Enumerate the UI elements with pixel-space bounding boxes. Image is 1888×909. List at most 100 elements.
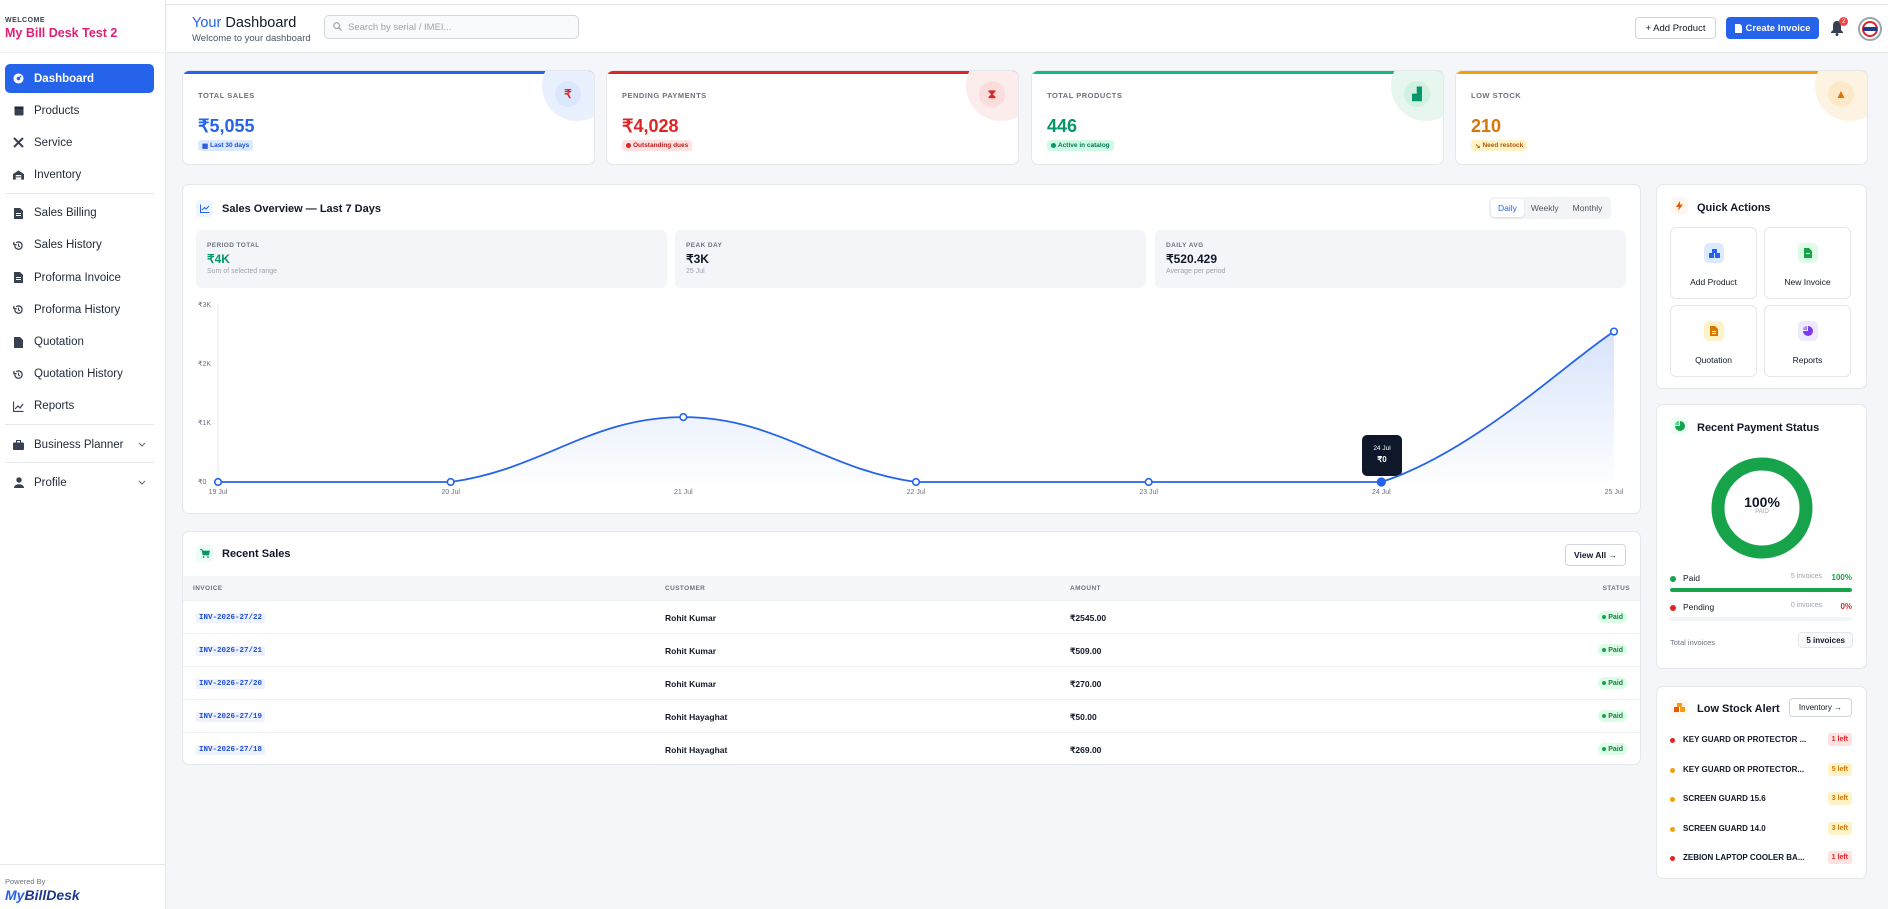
kpi-value: ₹3K bbox=[686, 252, 709, 266]
create-invoice-button[interactable]: Create Invoice bbox=[1726, 17, 1819, 39]
top-strip bbox=[0, 0, 1888, 5]
customer-name: Rohit Kumar bbox=[665, 646, 716, 656]
amount: ₹2545.00 bbox=[1070, 613, 1107, 623]
column-header: STATUS bbox=[1602, 585, 1630, 592]
invoice-number[interactable]: INV-2026-27/22 bbox=[196, 613, 266, 623]
chevron-down-icon bbox=[138, 439, 146, 451]
quick-action-quotation[interactable]: Quotation bbox=[1670, 305, 1757, 377]
powered-by-label: Powered By bbox=[5, 877, 46, 886]
stat-value: 210 bbox=[1471, 116, 1502, 136]
warehouse-icon bbox=[13, 170, 24, 181]
sidebar-item-sales-history[interactable]: Sales History bbox=[5, 231, 154, 260]
sidebar-item-service[interactable]: Service bbox=[5, 128, 154, 157]
sidebar-item-label: Products bbox=[34, 104, 80, 117]
period-toggle: Daily Weekly Monthly bbox=[1489, 197, 1612, 219]
quick-actions-panel: Quick Actions Add Product New Invoice Qu… bbox=[1656, 184, 1867, 389]
stat-value: ₹5,055 bbox=[198, 116, 255, 136]
low-stock-item[interactable]: KEY GUARD OR PROTECTOR... 5 left bbox=[1670, 762, 1852, 777]
sidebar-item-sales-billing[interactable]: Sales Billing bbox=[5, 199, 154, 228]
sidebar-item-label: Proforma History bbox=[34, 303, 121, 316]
search-input[interactable] bbox=[348, 21, 568, 33]
invoice-number[interactable]: INV-2026-27/21 bbox=[196, 646, 266, 656]
kpi-value: ₹4K bbox=[207, 252, 230, 266]
view-all-button[interactable]: View All → bbox=[1565, 544, 1626, 566]
nav-divider bbox=[5, 192, 154, 194]
total-invoices-value: 5 invoices bbox=[1798, 632, 1853, 648]
sidebar-item-proforma-history[interactable]: Proforma History bbox=[5, 295, 154, 324]
avatar[interactable] bbox=[1858, 17, 1882, 41]
invoice-number[interactable]: INV-2026-27/18 bbox=[196, 745, 266, 755]
status-dot bbox=[1602, 648, 1607, 652]
customer-name: Rohit Hayaghat bbox=[665, 712, 728, 722]
rupee-icon: ₹ bbox=[555, 81, 581, 107]
status-badge: Paid bbox=[1598, 611, 1627, 623]
sidebar-item-profile[interactable]: Profile bbox=[5, 468, 154, 497]
sidebar-item-quotation-history[interactable]: Quotation History bbox=[5, 360, 154, 389]
x-tick-label: 23 Jul bbox=[1139, 489, 1158, 496]
sidebar: WELCOME My Bill Desk Test 2 Dashboard Pr… bbox=[0, 0, 166, 909]
table-row[interactable]: INV-2026-27/19 Rohit Hayaghat ₹50.00 Paid bbox=[183, 699, 1640, 732]
low-stock-item[interactable]: KEY GUARD OR PROTECTOR ... 1 left bbox=[1670, 733, 1852, 747]
quick-action-new-invoice[interactable]: New Invoice bbox=[1764, 227, 1851, 299]
paid-progress bbox=[1670, 588, 1852, 592]
kpi-peak-day: PEAK DAY ₹3K 25 Jul bbox=[675, 230, 1146, 288]
file-icon bbox=[1798, 243, 1818, 263]
inventory-button[interactable]: Inventory → bbox=[1789, 698, 1852, 717]
sidebar-item-label: Profile bbox=[34, 476, 67, 489]
quick-action-label: New Invoice bbox=[1784, 277, 1831, 287]
page-title: Your Dashboard bbox=[192, 15, 297, 31]
divider bbox=[0, 864, 166, 865]
tab-weekly[interactable]: Weekly bbox=[1530, 203, 1559, 213]
kpi-note: 25 Jul bbox=[686, 268, 705, 275]
amount: ₹269.00 bbox=[1070, 745, 1102, 755]
stock-dot bbox=[1670, 738, 1675, 743]
sidebar-item-business-planner[interactable]: Business Planner bbox=[5, 430, 154, 459]
table-row[interactable]: INV-2026-27/20 Rohit Kumar ₹270.00 Paid bbox=[183, 666, 1640, 699]
bolt-icon bbox=[1671, 197, 1688, 214]
quick-action-add-product[interactable]: Add Product bbox=[1670, 227, 1757, 299]
table-row[interactable]: INV-2026-27/18 Rohit Hayaghat ₹269.00 Paid bbox=[183, 732, 1640, 764]
tab-daily[interactable]: Daily bbox=[1491, 199, 1524, 217]
tab-monthly[interactable]: Monthly bbox=[1572, 203, 1603, 213]
panel-title: Low Stock Alert bbox=[1697, 703, 1780, 715]
sidebar-item-quotation[interactable]: Quotation bbox=[5, 328, 154, 357]
amount: ₹50.00 bbox=[1070, 712, 1097, 722]
sidebar-item-reports[interactable]: Reports bbox=[5, 392, 154, 421]
amount: ₹509.00 bbox=[1070, 646, 1102, 656]
kpi-label: PERIOD TOTAL bbox=[207, 242, 260, 249]
dashboard-icon bbox=[13, 73, 24, 84]
quick-action-reports[interactable]: Reports bbox=[1764, 305, 1851, 377]
sidebar-item-inventory[interactable]: Inventory bbox=[5, 161, 154, 190]
low-stock-item[interactable]: SCREEN GUARD 14.0 3 left bbox=[1670, 821, 1852, 836]
y-tick-label: ₹3K bbox=[198, 302, 212, 309]
stock-badge: 1 left bbox=[1827, 851, 1852, 864]
business-name: My Bill Desk Test 2 bbox=[5, 26, 118, 40]
low-stock-item[interactable]: ZEBION LAPTOP COOLER BA... 1 left bbox=[1670, 851, 1852, 865]
status-dot bbox=[1602, 714, 1607, 718]
quick-action-label: Add Product bbox=[1690, 277, 1737, 287]
column-header: INVOICE bbox=[193, 585, 223, 592]
sidebar-item-label: Reports bbox=[34, 400, 75, 413]
kpi-period-total: PERIOD TOTAL ₹4K Sum of selected range bbox=[196, 230, 667, 288]
mybilldesk-logo: MyBillDesk bbox=[5, 887, 80, 903]
sidebar-item-proforma-invoice[interactable]: Proforma Invoice bbox=[5, 263, 154, 292]
chevron-down-icon bbox=[138, 477, 146, 489]
sidebar-item-products[interactable]: Products bbox=[5, 96, 154, 125]
table-row[interactable]: INV-2026-27/21 Rohit Kumar ₹509.00 Paid bbox=[183, 633, 1640, 666]
donut-percent: 100% bbox=[1744, 494, 1780, 510]
sidebar-item-dashboard[interactable]: Dashboard bbox=[5, 64, 154, 93]
stat-accent bbox=[607, 71, 1018, 74]
search-box[interactable] bbox=[324, 15, 579, 39]
top-header: Your Dashboard Welcome to your dashboard… bbox=[167, 5, 1888, 53]
invoice-number[interactable]: INV-2026-27/19 bbox=[196, 712, 266, 722]
payment-status-count: 5 invoices bbox=[1790, 573, 1822, 580]
welcome-label: WELCOME bbox=[5, 17, 46, 24]
x-tick-label: 21 Jul bbox=[673, 489, 693, 496]
customer-name: Rohit Hayaghat bbox=[665, 745, 728, 755]
invoice-number[interactable]: INV-2026-27/20 bbox=[196, 679, 266, 689]
table-row[interactable]: INV-2026-27/22 Rohit Kumar ₹2545.00 Paid bbox=[183, 600, 1640, 633]
stat-accent bbox=[1456, 71, 1867, 74]
add-product-button[interactable]: + Add Product bbox=[1635, 17, 1716, 39]
nav-divider bbox=[5, 424, 154, 426]
low-stock-item[interactable]: SCREEN GUARD 15.6 3 left bbox=[1670, 792, 1852, 806]
